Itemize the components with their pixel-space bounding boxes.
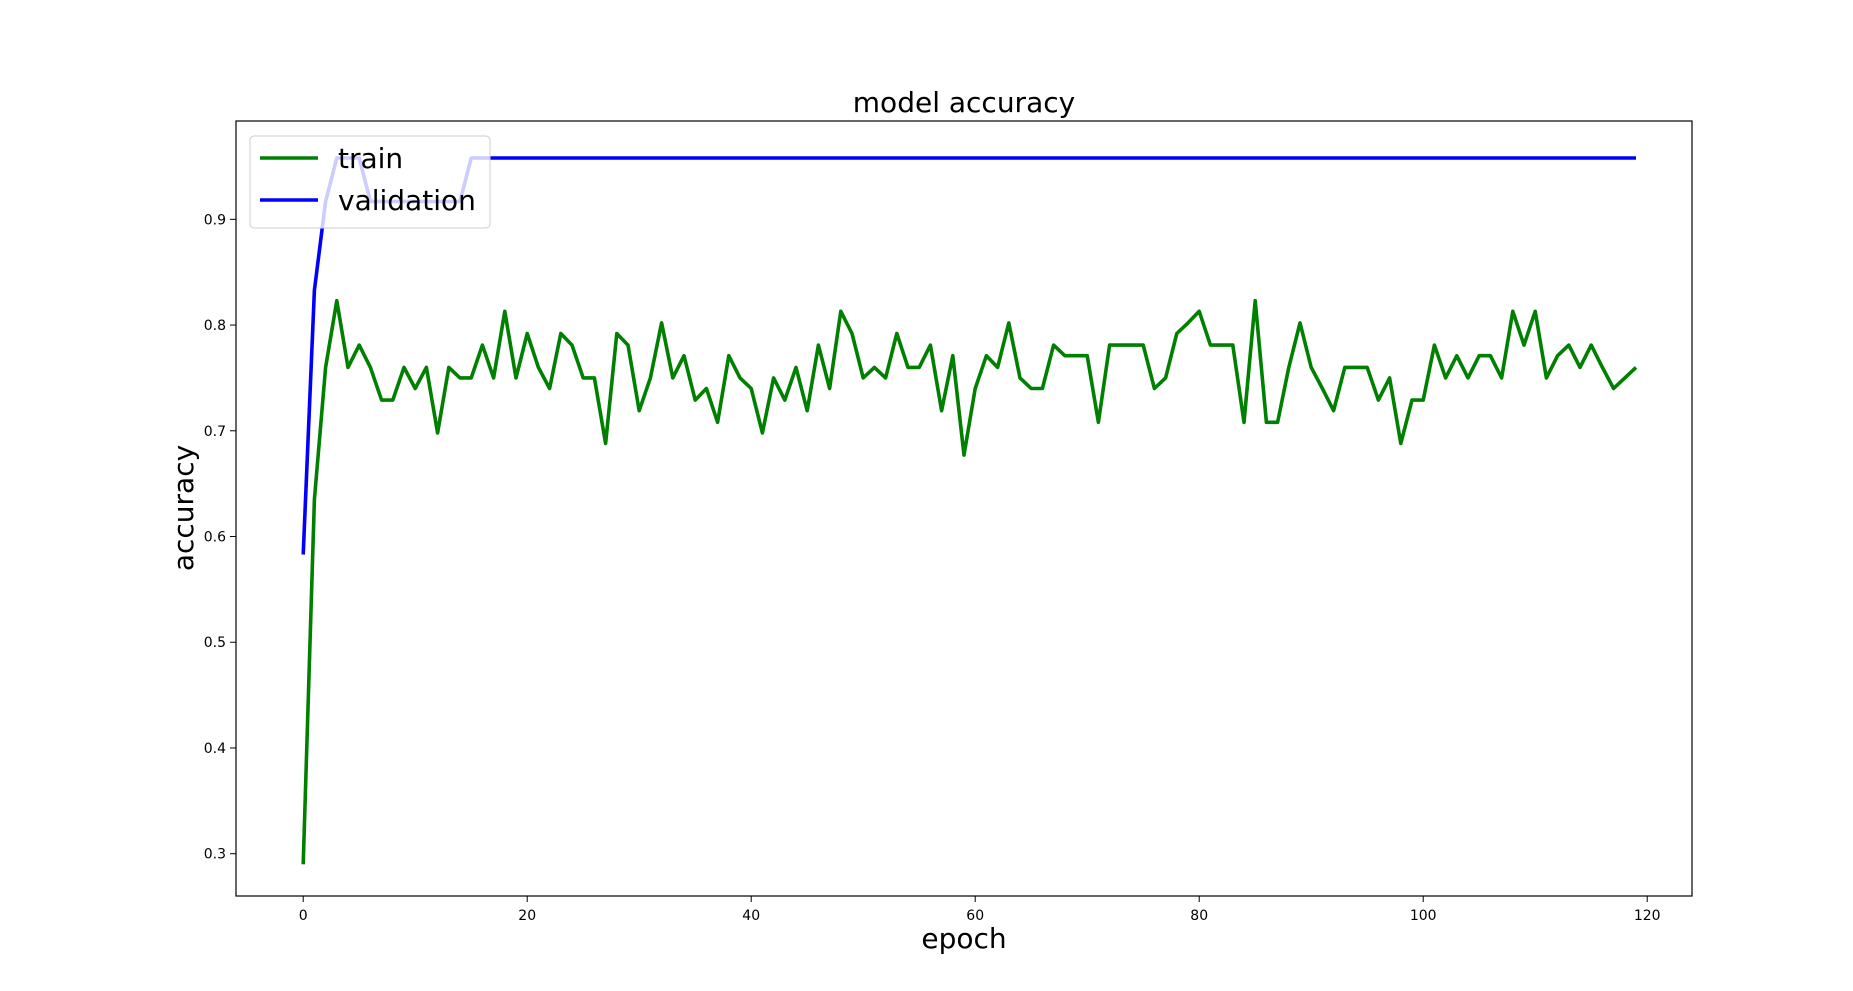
y-tick-label: 0.9 — [204, 212, 226, 228]
chart-title: model accuracy — [853, 86, 1075, 119]
y-axis-label: accuracy — [167, 445, 200, 571]
y-tick-label: 0.3 — [204, 847, 226, 863]
x-axis-label: epoch — [921, 922, 1006, 955]
axis-ticks: 0 20 40 60 80 100 120 0.3 0.4 0.5 0.6 0.7 0.8 0.9 — [204, 212, 1661, 924]
validation-series-line — [301, 156, 1636, 555]
x-tick-label: 100 — [1410, 908, 1437, 924]
series-lines — [301, 156, 1638, 865]
validation-legend-label: validation — [338, 184, 476, 217]
train-series-line — [301, 298, 1638, 865]
x-tick-label: 120 — [1634, 908, 1661, 924]
x-tick-label: 80 — [1190, 908, 1208, 924]
x-tick-label: 40 — [742, 908, 760, 924]
plot-area — [235, 120, 1693, 897]
y-tick-label: 0.7 — [204, 424, 226, 440]
train-legend-label: train — [338, 142, 403, 175]
legend: train validation — [249, 135, 491, 229]
y-tick-label: 0.6 — [204, 530, 226, 546]
y-tick-label: 0.4 — [204, 741, 226, 757]
x-tick-label: 0 — [299, 908, 308, 924]
plot-frame — [235, 120, 1693, 897]
y-tick-label: 0.8 — [204, 318, 226, 334]
x-tick-label: 60 — [966, 908, 984, 924]
y-tick-label: 0.5 — [204, 635, 226, 651]
x-tick-label: 20 — [518, 908, 536, 924]
